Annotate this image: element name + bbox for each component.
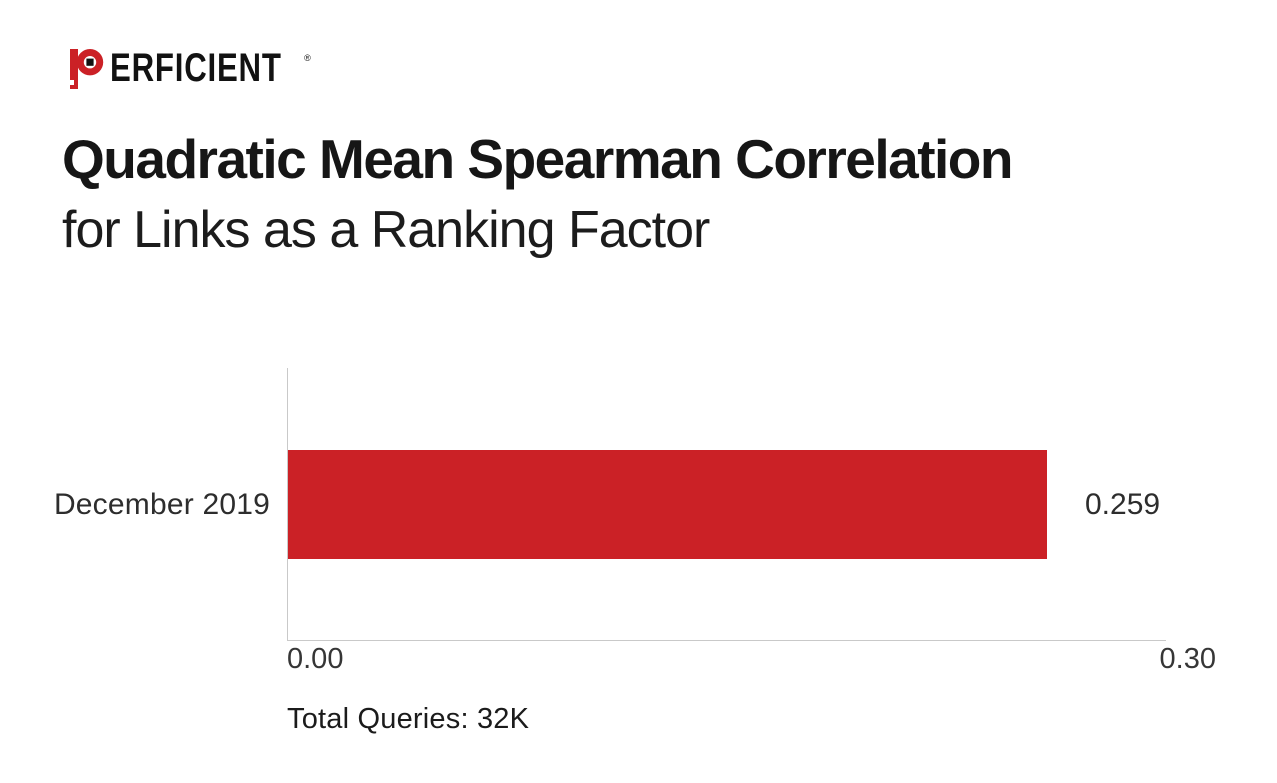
x-tick-min: 0.00 (287, 643, 344, 675)
x-axis-line (287, 640, 1166, 641)
bar (288, 450, 1047, 559)
perficient-logo: ERFICIENT ® (70, 46, 311, 90)
chart-subtitle: for Links as a Ranking Factor (62, 201, 710, 259)
total-queries-note: Total Queries: 32K (287, 703, 530, 735)
chart-title: Quadratic Mean Spearman Correlation (62, 128, 1014, 190)
registered-trademark-icon: ® (304, 53, 311, 63)
perficient-wordmark: ERFICIENT (110, 46, 282, 90)
title-block: Quadratic Mean Spearman Correlation for … (62, 128, 1014, 259)
category-label: December 2019 (53, 487, 270, 521)
perficient-p-icon (70, 49, 104, 89)
bar-value-label: 0.259 (1085, 487, 1161, 521)
x-tick-max: 0.30 (1159, 643, 1216, 675)
y-axis-line (287, 368, 288, 641)
